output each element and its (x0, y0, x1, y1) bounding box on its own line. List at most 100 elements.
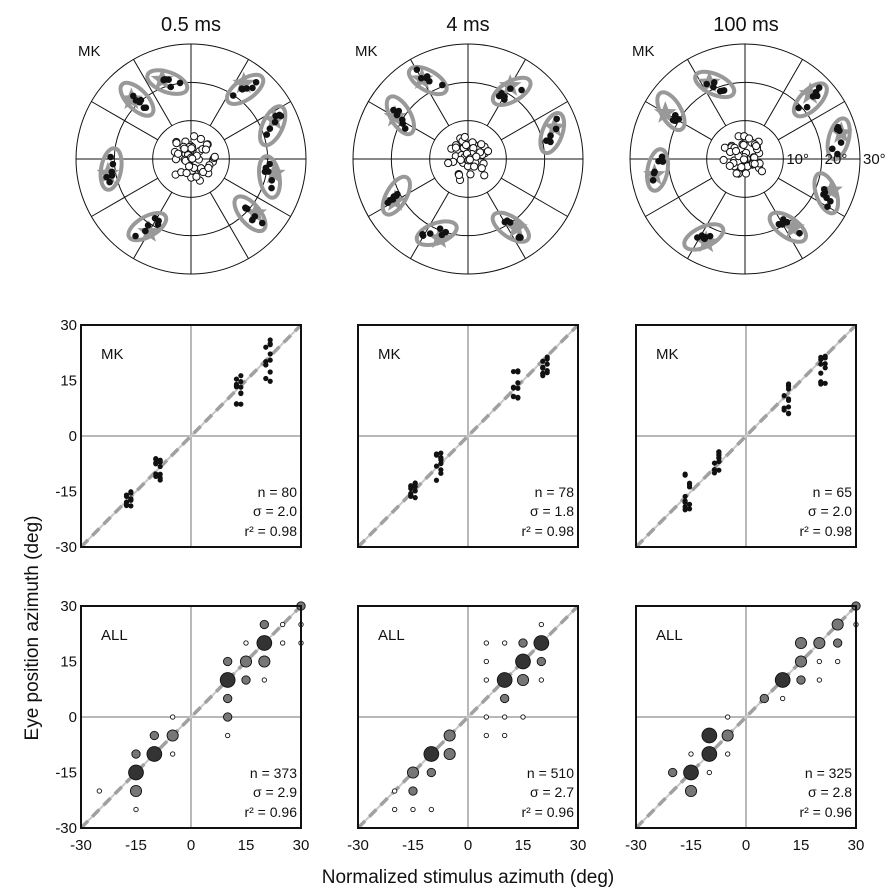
response-point (423, 73, 431, 80)
data-point (544, 361, 550, 367)
panel-label: MK (78, 43, 101, 60)
response-ellipse (825, 116, 852, 162)
polar-spoke (500, 101, 568, 141)
data-bubble (684, 784, 698, 798)
data-bubble (536, 656, 546, 667)
data-bubble (538, 621, 544, 628)
data-bubble (443, 747, 456, 761)
data-point (515, 385, 521, 391)
response-point (829, 145, 836, 153)
title-4ms: 4 ms (446, 14, 489, 36)
data-bubble (408, 786, 418, 796)
data-point (785, 411, 792, 417)
center-point (470, 162, 479, 171)
response-point (144, 222, 152, 229)
stat-r2: r² = 0.96 (244, 804, 297, 820)
response-ellipse (98, 146, 124, 192)
response-ellipse (791, 81, 829, 119)
polar-spoke (91, 177, 159, 217)
data-point (263, 344, 269, 350)
response-point (252, 78, 260, 86)
stat-n: n = 510 (527, 765, 574, 781)
ring-label: 20° (825, 151, 848, 168)
x-axis-label: Normalized stimulus azimuth (deg) (322, 867, 615, 888)
response-point (243, 85, 250, 92)
data-bubble (428, 806, 434, 813)
target-star (137, 220, 161, 242)
data-point (515, 380, 521, 386)
data-point (238, 390, 244, 397)
stat-r2: r² = 0.98 (244, 523, 297, 539)
response-point (258, 219, 266, 227)
response-point (251, 213, 259, 220)
data-bubble (280, 640, 286, 646)
response-point (390, 106, 397, 114)
target-star (820, 178, 843, 201)
center-point (461, 141, 471, 150)
response-point (775, 220, 783, 228)
stat-sigma: σ = 2.0 (808, 503, 852, 519)
response-ellipse (767, 210, 808, 244)
data-point (408, 483, 414, 489)
data-point (438, 460, 444, 467)
center-point (460, 132, 469, 142)
x-tick-label: -15 (680, 837, 702, 854)
regression-line (634, 323, 858, 549)
center-point (739, 155, 749, 164)
scatter-panel-mk-0.5ms: MK n = 80 σ = 2.0 r² = 0.98 -30 -15 0 15 30 (55, 317, 303, 556)
response-point (103, 173, 110, 181)
y-tick-label: 0 (69, 428, 77, 445)
response-point (266, 125, 274, 132)
center-point (741, 169, 751, 178)
data-bubble (796, 675, 806, 685)
data-bubble (219, 672, 236, 688)
target-star (244, 201, 267, 223)
data-bubble (483, 677, 489, 683)
data-point (128, 497, 134, 503)
data-point (433, 463, 440, 469)
response-point (703, 80, 710, 88)
data-point (267, 342, 273, 348)
response-point (413, 66, 421, 73)
response-point (108, 168, 116, 176)
response-ellipse (490, 210, 531, 244)
response-point (272, 112, 280, 120)
center-point (451, 143, 461, 152)
data-point (128, 489, 134, 495)
data-point (238, 401, 244, 407)
data-bubble (701, 727, 718, 744)
polar-spoke (500, 177, 568, 217)
data-bubble (423, 746, 440, 762)
response-ellipse (384, 94, 416, 137)
panel-label: ALL (101, 627, 128, 644)
x-tick-label: 30 (293, 837, 310, 854)
stat-r2: r² = 0.96 (799, 804, 852, 820)
data-bubble (261, 677, 267, 683)
center-point (444, 158, 453, 168)
data-point (544, 370, 550, 376)
data-point (510, 394, 517, 400)
response-ellipse (490, 75, 533, 107)
data-point (716, 467, 722, 473)
response-point (263, 131, 271, 138)
data-point (716, 449, 722, 455)
polar-panels: MK MK MK 10° 20° 30° (75, 43, 885, 275)
data-bubble (502, 732, 508, 739)
polar-spoke (133, 191, 173, 259)
response-point (151, 214, 159, 222)
data-point (540, 365, 546, 371)
y-tick-label: 30 (60, 598, 77, 615)
data-bubble (518, 638, 528, 648)
data-point (128, 503, 134, 509)
data-bubble (496, 672, 513, 688)
data-point (438, 450, 444, 456)
data-bubble (833, 638, 843, 648)
response-point (107, 153, 114, 161)
x-tick-label: 0 (187, 837, 195, 854)
data-point (412, 484, 418, 490)
response-ellipse (118, 80, 156, 118)
response-point (716, 87, 724, 95)
response-point (154, 221, 162, 228)
data-bubble (688, 751, 694, 757)
response-point (669, 116, 677, 124)
